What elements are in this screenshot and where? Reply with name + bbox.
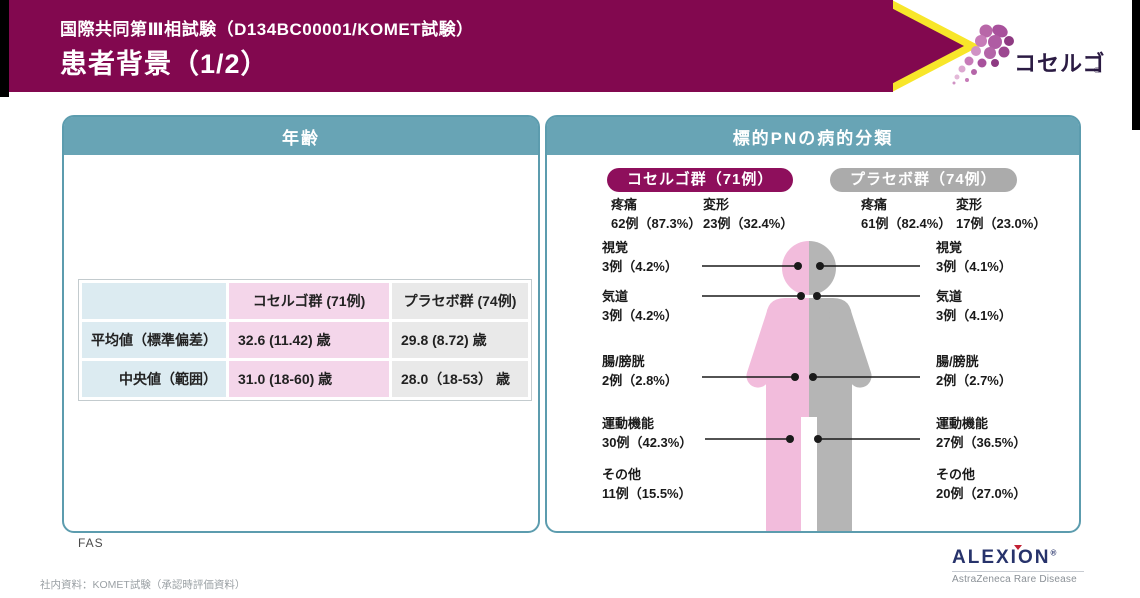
alexion-subtext: AstraZeneca Rare Disease [952,574,1077,585]
alexion-red-mark-icon [1014,545,1022,550]
pn-panel: 標的PNの病的分類 [545,115,1081,533]
placebo-airway: 気道 3例（4.1%） [936,289,1012,323]
age-panel: 年齢 コセルゴ群 (71例) プラセボ群 (74例) 平均値（標準偏差） 32.… [62,115,540,533]
age-table-header-row: コセルゴ群 (71例) プラセボ群 (74例) [82,283,528,319]
age-table: コセルゴ群 (71例) プラセボ群 (74例) 平均値（標準偏差） 32.6 (… [78,279,532,401]
age-mean-koselugo: 32.6 (11.42) 歳 [229,322,389,358]
table-row: 平均値（標準偏差） 32.6 (11.42) 歳 29.8 (8.72) 歳 [82,322,528,358]
age-table-corner-cell [82,283,226,319]
brand-logo: コセルゴ ® [948,20,1128,86]
alexion-wordmark: ALEXION® [952,545,1084,572]
koselugo-group-badge: コセルゴ群（71例） [607,168,794,192]
age-table-col-placebo: プラセボ群 (74例) [392,283,528,319]
page-title: 患者背景（1/2） [60,49,269,79]
brand-name: コセルゴ [1014,51,1106,76]
alexion-registered-mark: ® [1050,548,1057,558]
dot-bowel-right [809,373,817,381]
age-panel-title: 年齢 [64,117,538,155]
source-footnote: 社内資料：KOMET試験（承認時評価資料） [40,579,246,591]
placebo-group-badge: プラセボ群（74例） [830,168,1017,192]
header-banner [0,0,876,92]
koselugo-vision: 視覚 3例（4.2%） [602,240,678,274]
placebo-motor-function: 運動機能 27例（36.5%） [936,416,1027,450]
figure-right-half [809,241,875,531]
table-row: 中央値（範囲） 31.0 (18-60) 歳 28.0（18-53） 歳 [82,361,528,397]
placebo-pain: 疼痛 61例（82.4%） [861,197,952,231]
dot-vision-right [816,262,824,270]
dot-motor-right [814,435,822,443]
age-mean-placebo: 29.8 (8.72) 歳 [392,322,528,358]
figure-left-half [743,241,809,531]
koselugo-pain: 疼痛 62例（87.3%） [611,197,702,231]
age-median-placebo: 28.0（18-53） 歳 [392,361,528,397]
placebo-vision: 視覚 3例（4.1%） [936,240,1012,274]
slide-subtitle: 国際共同第Ⅲ相試験（D134BC00001/KOMET試験） [60,20,474,39]
dot-bowel-left [791,373,799,381]
grape-cluster-icon [952,24,1014,85]
dot-airway-right [813,292,821,300]
dot-vision-left [794,262,802,270]
alexion-logo: ALEXION® AstraZeneca Rare Disease [952,545,1084,585]
dot-motor-left [786,435,794,443]
age-table-col-koselugo: コセルゴ群 (71例) [229,283,389,319]
pn-panel-title: 標的PNの病的分類 [547,117,1079,155]
age-median-label: 中央値（範囲） [82,361,226,397]
body-figure-diagram [702,241,920,531]
koselugo-airway: 気道 3例（4.2%） [602,289,678,323]
placebo-other: その他 20例（27.0%） [936,467,1027,501]
screen-edge-artifact-left [0,0,9,97]
placebo-deformity: 変形 17例（23.0%） [956,197,1047,231]
population-note: FAS [78,536,104,550]
age-median-koselugo: 31.0 (18-60) 歳 [229,361,389,397]
koselugo-motor-function: 運動機能 30例（42.3%） [602,416,693,450]
koselugo-bowel-bladder: 腸/膀胱 2例（2.8%） [602,354,678,388]
koselugo-other: その他 11例（15.5%） [602,467,692,501]
brand-registered-mark: ® [1094,66,1100,75]
banner-arrow-shape [876,0,980,92]
dot-airway-left [797,292,805,300]
koselugo-deformity: 変形 23例（32.4%） [703,197,794,231]
placebo-bowel-bladder: 腸/膀胱 2例（2.7%） [936,354,1012,388]
screen-edge-artifact-right [1132,0,1140,130]
age-mean-label: 平均値（標準偏差） [82,322,226,358]
